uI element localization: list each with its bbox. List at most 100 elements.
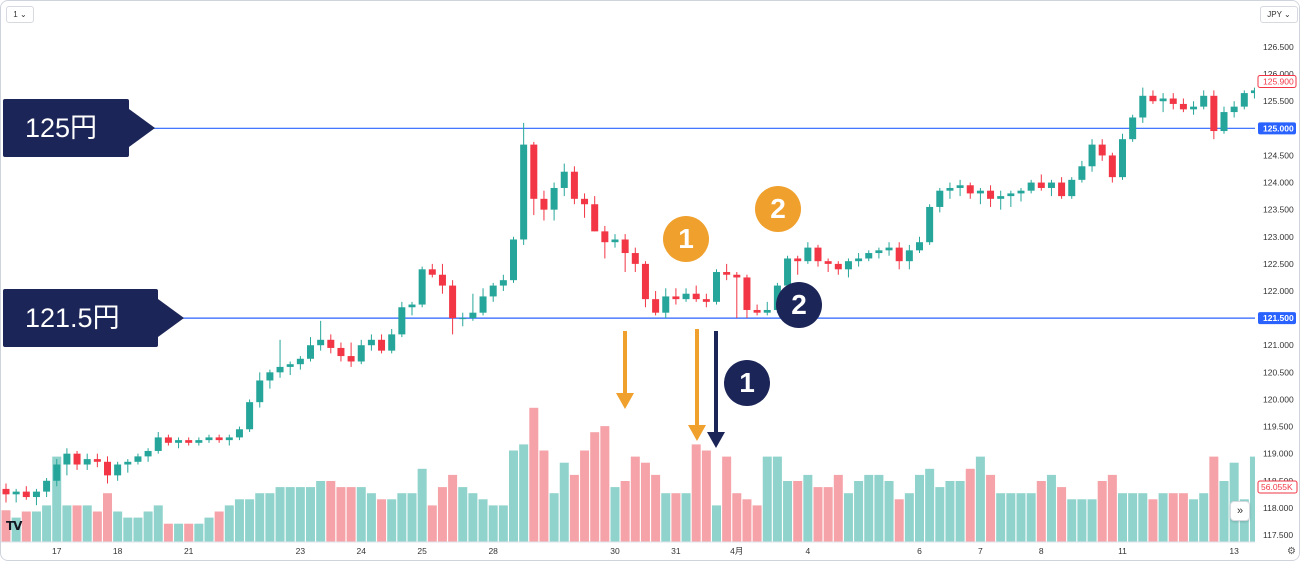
volume-bar <box>813 487 823 542</box>
volume-bar <box>448 474 458 542</box>
volume-bar <box>113 511 123 542</box>
candle-body <box>1037 182 1045 188</box>
candle-body <box>1098 144 1106 156</box>
candle-body <box>570 171 578 199</box>
volume-bar <box>1107 474 1117 542</box>
volume-bar <box>306 487 315 542</box>
candle-body <box>175 440 183 443</box>
currency-selector[interactable]: JPY ⌄ <box>1260 6 1298 23</box>
time-axis: 17 18 21 23 24 25 28 30 31 4月 4 6 7 8 11 13 <box>1 541 1255 556</box>
candle-body <box>966 185 974 194</box>
candle-body <box>844 261 852 270</box>
candle-body <box>926 206 934 243</box>
price-axis-background <box>1255 1 1299 560</box>
candle-body <box>560 171 568 188</box>
candle-body <box>246 402 254 430</box>
candle-body <box>408 304 416 308</box>
price-tick-label: 122.000 <box>1263 286 1294 296</box>
volume-bar <box>1016 493 1026 542</box>
candle-body <box>591 204 599 232</box>
candle-body <box>225 437 233 441</box>
navy-badge-2: 2 <box>776 282 822 328</box>
volume-bar <box>123 517 133 542</box>
candle-body <box>936 190 944 207</box>
volume-bar <box>1249 456 1259 542</box>
level-price-tag-label: 121.500 <box>1263 313 1294 323</box>
time-tick-label: 4月 <box>730 546 743 556</box>
volume-bar <box>691 444 701 542</box>
price-tick-label: 124.500 <box>1263 150 1294 160</box>
volume-bar <box>783 481 793 542</box>
candle-body <box>814 247 822 262</box>
candle-body <box>93 459 101 462</box>
volume-bar <box>234 499 244 542</box>
volume-bar <box>996 493 1006 542</box>
volume-bar <box>42 505 52 542</box>
level-callout-label: 121.5円 <box>25 303 120 333</box>
candle-body <box>885 247 893 251</box>
volume-bar <box>1209 456 1219 542</box>
candle-body <box>1119 139 1126 178</box>
volume-bar <box>986 474 996 542</box>
candle-body <box>1047 182 1055 188</box>
time-tick-label: 18 <box>113 546 123 556</box>
volume-bar <box>184 523 194 542</box>
candle-body <box>256 380 264 403</box>
volume-bar <box>1006 493 1016 542</box>
volume-bar <box>387 499 397 542</box>
volume-bar <box>1077 499 1087 542</box>
price-tick-label: 121.000 <box>1263 340 1294 350</box>
volume-bar <box>336 487 346 542</box>
volume-bar <box>732 493 742 542</box>
time-tick-label: 11 <box>1118 546 1127 556</box>
volume-bar <box>31 511 41 542</box>
volume-bar <box>133 517 143 542</box>
candle-body <box>581 198 589 205</box>
tradingview-logo[interactable]: TV <box>6 519 22 533</box>
volume-bar <box>569 474 579 542</box>
volume-bar <box>1178 493 1188 542</box>
volume-bar <box>630 456 640 542</box>
candle-body <box>1058 182 1066 197</box>
volume-bar <box>874 474 884 542</box>
volume-bar <box>843 493 853 542</box>
candle-body <box>530 144 538 199</box>
candle-body <box>804 247 812 262</box>
candle-body <box>743 277 751 310</box>
interval-selector[interactable]: 1 ⌄ <box>6 6 34 23</box>
volume-bar <box>752 505 762 542</box>
scroll-to-realtime-button[interactable]: » <box>1230 501 1250 521</box>
volume-bars <box>1 407 1270 542</box>
volume-bar <box>925 468 935 542</box>
time-tick-label: 21 <box>184 546 194 556</box>
chevron-down-icon: ⌄ <box>19 10 27 19</box>
candle-body <box>621 239 629 254</box>
gear-icon[interactable]: ⚙ <box>1287 546 1296 557</box>
volume-bar <box>955 481 965 542</box>
volume-bar <box>245 499 255 542</box>
volume-bar <box>1118 493 1127 542</box>
candle-body <box>235 429 243 438</box>
last-price-tag <box>1257 75 1297 89</box>
price-tick-label: 119.500 <box>1263 422 1293 432</box>
candle-body <box>1078 166 1086 180</box>
volume-bar <box>1026 493 1036 542</box>
volume-bar <box>1158 493 1168 542</box>
candle-body <box>520 144 528 240</box>
interval-label: 1 <box>13 10 18 19</box>
chevron-down-icon: ⌄ <box>1284 10 1291 19</box>
candle-body <box>611 239 619 243</box>
candle-body <box>12 491 20 495</box>
volume-bar <box>945 481 955 542</box>
volume-bar <box>21 511 31 542</box>
candle-body <box>601 231 609 243</box>
last-price-tag-label: 125.900 <box>1263 77 1294 87</box>
volume-bar <box>62 505 72 542</box>
candle-body <box>1129 117 1137 140</box>
candle-body <box>895 247 903 262</box>
candle-body <box>997 196 1005 199</box>
volume-bar <box>163 523 173 542</box>
volume-bar <box>559 462 569 542</box>
candle-body <box>550 187 558 210</box>
